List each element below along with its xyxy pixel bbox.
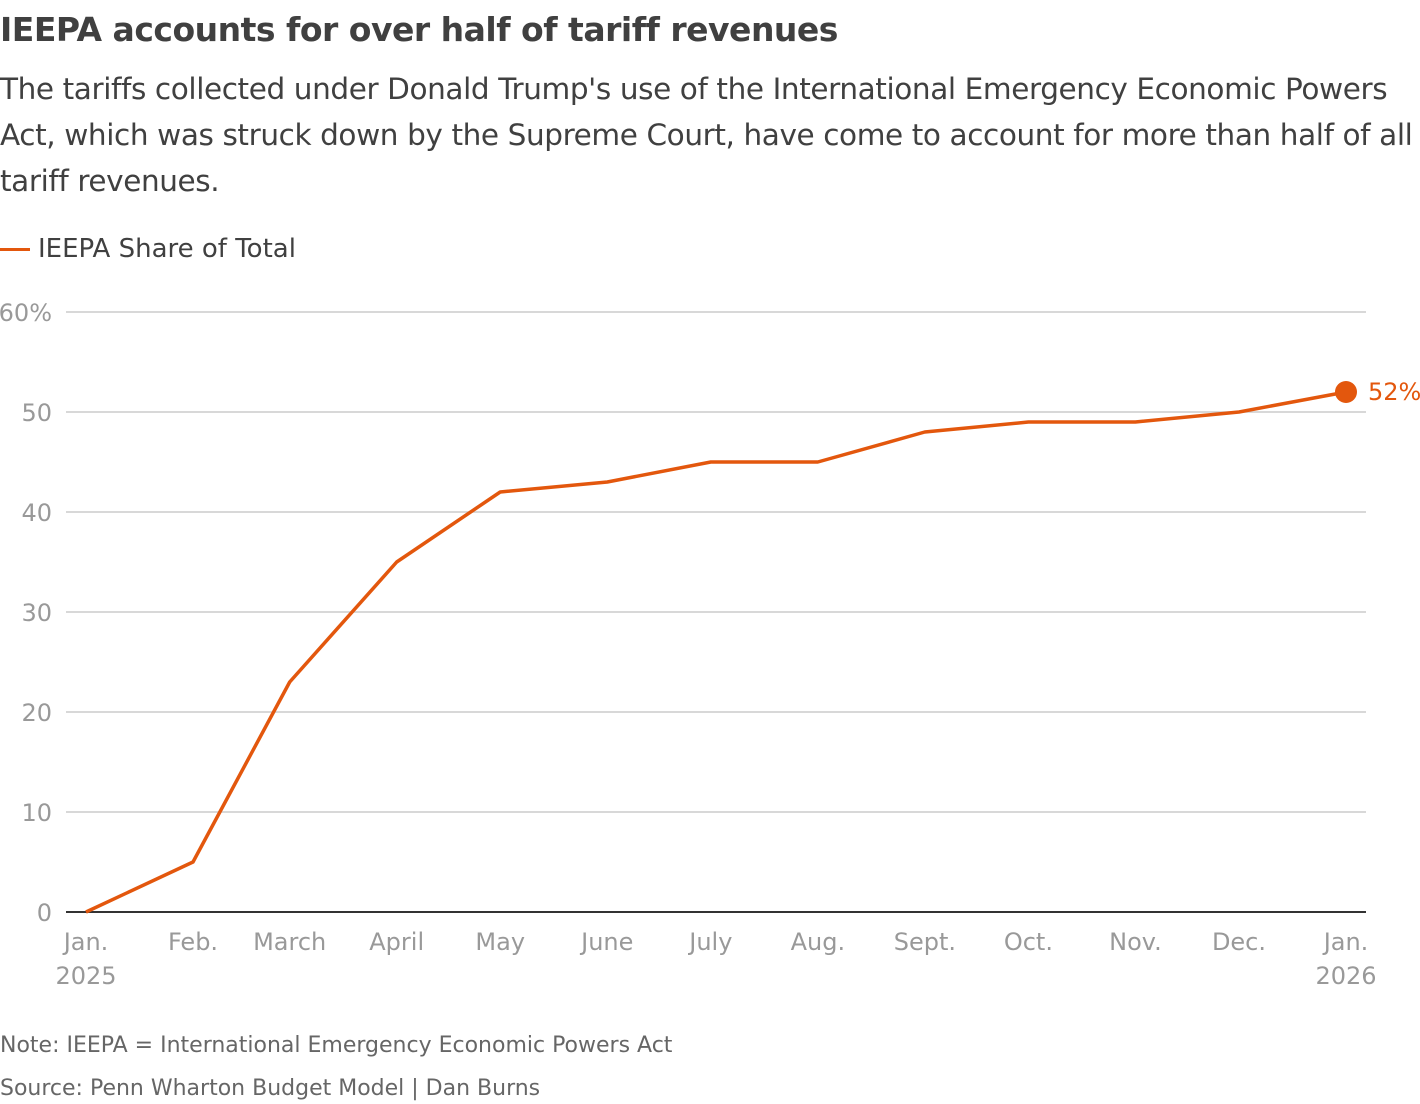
x-tick-label: June [579,928,633,956]
end-value-label: 52% [1368,378,1420,406]
x-tick-label: April [369,928,424,956]
chart-subtitle: The tariffs collected under Donald Trump… [0,72,1413,198]
y-tick-label: 30 [21,599,52,627]
x-tick-label: Oct. [1004,928,1053,956]
x-tick-label: Nov. [1109,928,1162,956]
y-tick-label: 40 [21,499,52,527]
chart-source: Source: Penn Wharton Budget Model | Dan … [0,1076,541,1101]
x-tick-label: Sept. [894,928,956,956]
y-tick-label: 20 [21,699,52,727]
end-point-marker [1335,381,1357,403]
chart-title: IEEPA accounts for over half of tariff r… [0,10,838,49]
y-tick-label: 10 [21,799,52,827]
legend-swatch [0,247,30,251]
y-tick-label: 60% [0,299,52,327]
x-tick-label: Jan. [62,928,109,956]
chart-note: Note: IEEPA = International Emergency Ec… [0,1033,673,1058]
legend-label: IEEPA Share of Total [38,234,296,264]
x-tick-label: March [253,928,326,956]
x-tick-label: May [475,928,525,956]
x-tick-label: 2026 [1315,962,1376,990]
x-tick-label: Feb. [168,928,218,956]
x-tick-label: 2025 [55,962,116,990]
y-tick-label: 50 [21,399,52,427]
y-tick-label: 0 [37,899,52,927]
x-tick-label: July [687,928,732,956]
legend: IEEPA Share of Total [0,234,296,264]
x-tick-label: Jan. [1322,928,1369,956]
x-tick-label: Aug. [791,928,846,956]
x-tick-label: Dec. [1212,928,1266,956]
series-line [85,390,1347,914]
